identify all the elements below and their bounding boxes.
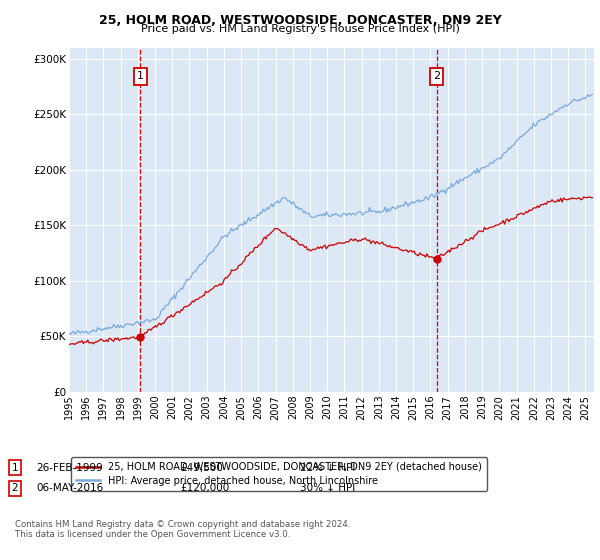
Text: 22% ↓ HPI: 22% ↓ HPI bbox=[300, 463, 355, 473]
Text: 25, HOLM ROAD, WESTWOODSIDE, DONCASTER, DN9 2EY: 25, HOLM ROAD, WESTWOODSIDE, DONCASTER, … bbox=[98, 14, 502, 27]
Text: 2: 2 bbox=[433, 72, 440, 82]
Text: 1: 1 bbox=[137, 72, 144, 82]
Text: 06-MAY-2016: 06-MAY-2016 bbox=[36, 483, 103, 493]
Text: Contains HM Land Registry data © Crown copyright and database right 2024.
This d: Contains HM Land Registry data © Crown c… bbox=[15, 520, 350, 539]
Text: £120,000: £120,000 bbox=[180, 483, 229, 493]
Text: 2: 2 bbox=[11, 483, 19, 493]
Text: 30% ↓ HPI: 30% ↓ HPI bbox=[300, 483, 355, 493]
Text: 1: 1 bbox=[11, 463, 19, 473]
Text: £49,500: £49,500 bbox=[180, 463, 223, 473]
Text: Price paid vs. HM Land Registry's House Price Index (HPI): Price paid vs. HM Land Registry's House … bbox=[140, 24, 460, 34]
Legend: 25, HOLM ROAD, WESTWOODSIDE, DONCASTER, DN9 2EY (detached house), HPI: Average p: 25, HOLM ROAD, WESTWOODSIDE, DONCASTER, … bbox=[71, 457, 487, 491]
Text: 26-FEB-1999: 26-FEB-1999 bbox=[36, 463, 103, 473]
